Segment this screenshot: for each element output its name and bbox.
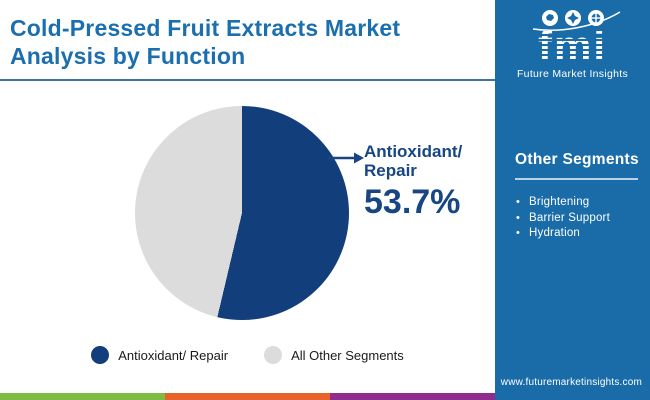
- callout-label-line2: Repair: [364, 161, 417, 180]
- logo-map-icon: [541, 10, 558, 26]
- logo-tagline: Future Market Insights: [516, 68, 629, 80]
- legend-label-other-segments: All Other Segments: [291, 347, 404, 363]
- logo-compass-icon: [564, 10, 581, 26]
- list-item-label: Brightening: [529, 196, 590, 208]
- logo-globe-icon: [587, 10, 604, 26]
- legend-swatch-antioxidant-icon: [91, 346, 110, 364]
- other-segments-heading: Other Segments: [515, 151, 639, 168]
- page-title: Cold-Pressed Fruit Extracts Market Analys…: [10, 14, 485, 70]
- fmi-logo: fmi Future Market Insights: [495, 8, 650, 80]
- website-link[interactable]: www.futuremarketinsights.com: [500, 377, 642, 388]
- page-title-line2: Analysis by Function: [10, 43, 246, 69]
- list-item-label: Hydration: [529, 227, 581, 239]
- legend-item-antioxidant: Antioxidant/ Repair: [91, 346, 228, 364]
- callout-label-line1: Antioxidant/: [364, 142, 463, 161]
- list-item-label: Barrier Support: [529, 211, 610, 224]
- stripe-purple: [330, 393, 495, 400]
- callout-label: Antioxidant/Repair: [364, 142, 462, 180]
- other-segments-list: Brightening Barrier Support Hydration: [515, 195, 640, 242]
- other-segments-section: Other Segments Brightening Barrier Suppo…: [515, 151, 640, 242]
- legend-item-other-segments: All Other Segments: [264, 346, 404, 364]
- list-item-brightening: Brightening: [515, 195, 640, 211]
- logo-wordmark: fmi: [495, 25, 650, 67]
- footer-stripe: [0, 393, 495, 400]
- header: Cold-Pressed Fruit Extracts Market Analys…: [0, 0, 495, 81]
- list-item-hydration: Hydration: [515, 226, 640, 242]
- chart-legend: Antioxidant/ Repair All Other Segments: [0, 346, 495, 364]
- pie-chart: [135, 106, 349, 320]
- pie-callout: Antioxidant/Repair 53.7%: [364, 142, 462, 221]
- sidebar: fmi Future Market Insights Other Segment…: [495, 0, 650, 400]
- legend-label-antioxidant: Antioxidant/ Repair: [118, 347, 229, 363]
- callout-arrow-icon: [328, 152, 364, 164]
- page-title-line1: Cold-Pressed Fruit Extracts Market: [10, 15, 401, 41]
- logo-arc-decoration: [532, 11, 620, 32]
- stripe-green: [0, 393, 165, 400]
- callout-value: 53.7%: [364, 183, 461, 221]
- heading-underline: [515, 178, 638, 180]
- stripe-orange: [165, 393, 330, 400]
- list-item-barrier-support: Barrier Support: [515, 211, 640, 227]
- legend-swatch-other-segments-icon: [264, 346, 283, 364]
- logo-icons: [532, 10, 620, 32]
